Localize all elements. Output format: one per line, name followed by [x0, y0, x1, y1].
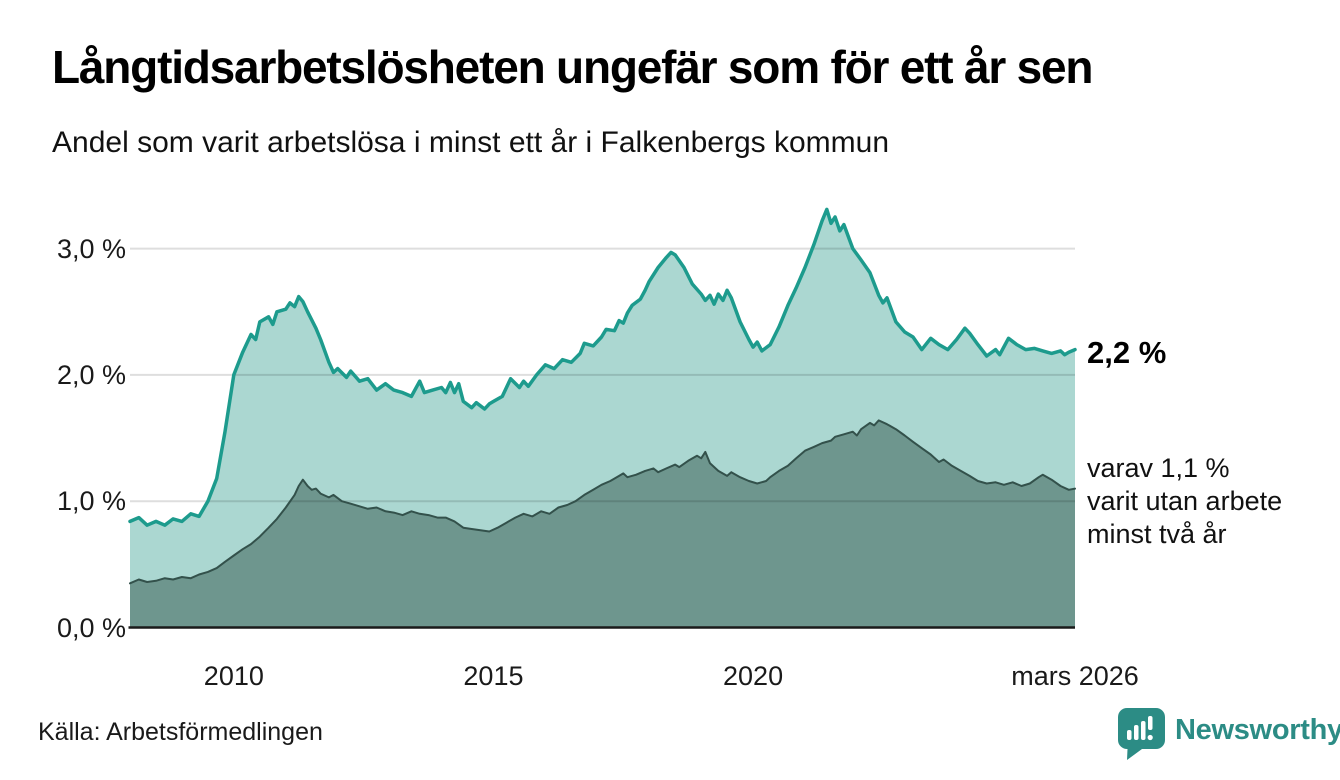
secondary-value-line: minst två år: [1087, 519, 1227, 549]
area-fill-min-two-years: [130, 420, 1075, 628]
y-axis-tick-label: 0,0 %: [56, 612, 126, 643]
y-axis-tick-label: 2,0 %: [56, 359, 126, 390]
gridlines: [130, 247, 1075, 503]
secondary-value-line: varit utan arbete: [1087, 486, 1283, 516]
x-axis-tick-label: mars 2026: [1011, 661, 1139, 691]
page-subtitle: Andel som varit arbetslösa i minst ett å…: [52, 126, 889, 159]
secondary-value-line: varav 1,1 %: [1087, 453, 1230, 483]
page-title: Långtidsarbetslösheten ungefär som för e…: [52, 41, 1094, 93]
y-axis-tick-label: 3,0 %: [56, 233, 126, 264]
newsworthy-logo-text: Newsworthy: [1175, 714, 1340, 746]
series-line-min-one-year: [128, 207, 1077, 527]
x-axis-tick-label: 2010: [203, 661, 264, 691]
newsworthy-bubble-icon: [1118, 708, 1165, 760]
x-axis-tick-label: 2020: [723, 661, 784, 691]
newsworthy-logo: Newsworthy: [1118, 708, 1340, 760]
x-axis-tick-label: 2015: [463, 661, 524, 691]
latest-value-label: 2,2 %: [1087, 335, 1167, 370]
y-axis-tick-label: 1,0 %: [56, 486, 126, 517]
series-line-min-two-years: [129, 419, 1076, 585]
secondary-value-label: varav 1,1 % varit utan arbete minst två …: [1087, 452, 1282, 551]
source-credit: Källa: Arbetsförmedlingen: [38, 718, 323, 746]
